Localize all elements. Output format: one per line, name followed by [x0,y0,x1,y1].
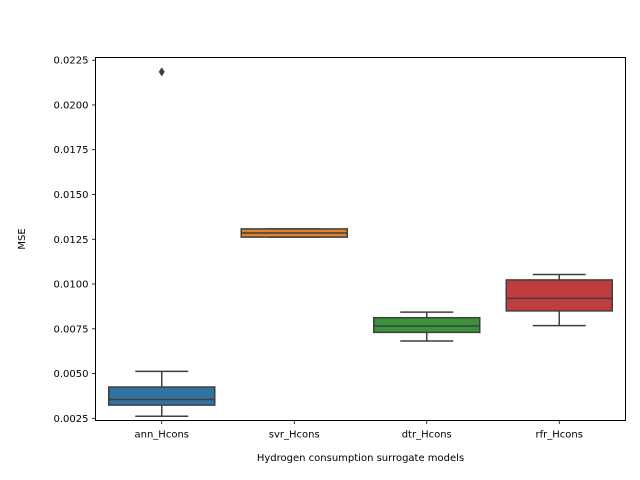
y-axis: 0.0025 0.0050 0.0075 0.0100 0.0125 0.0150 0.01… [54,56,96,425]
x-tick-label: dtr_Hcons [402,430,452,441]
y-tick-label: 0.0025 [54,414,89,425]
x-tick-label: svr_Hcons [269,430,320,441]
y-tick-label: 0.0125 [54,235,89,246]
x-tick-label: ann_Hcons [135,430,190,441]
x-tick-label: rfr_Hcons [536,430,583,441]
axes-frame [95,57,626,421]
box-svr_Hcons [240,228,348,238]
x-axis-label: Hydrogen consumption surrogate models [257,453,464,464]
y-tick-label: 0.0150 [54,190,89,201]
box-body [373,316,481,334]
box-body [108,386,216,406]
x-axis: ann_Hcons svr_Hcons dtr_Hcons rfr_Hcons [135,420,583,441]
box-ann_Hcons [108,67,216,417]
box-dtr_Hcons [373,311,481,342]
box-rfr_Hcons [505,273,613,327]
y-tick-label: 0.0075 [54,324,89,335]
y-tick-label: 0.0175 [54,145,89,156]
plot-area [108,67,613,417]
y-axis-label: MSE [17,228,28,249]
y-tick-label: 0.0225 [54,56,89,67]
box-body [505,279,613,312]
y-tick-label: 0.0100 [54,280,89,291]
y-tick-label: 0.0050 [54,369,89,380]
y-tick-label: 0.0200 [54,100,89,111]
outlier-point [158,67,165,77]
